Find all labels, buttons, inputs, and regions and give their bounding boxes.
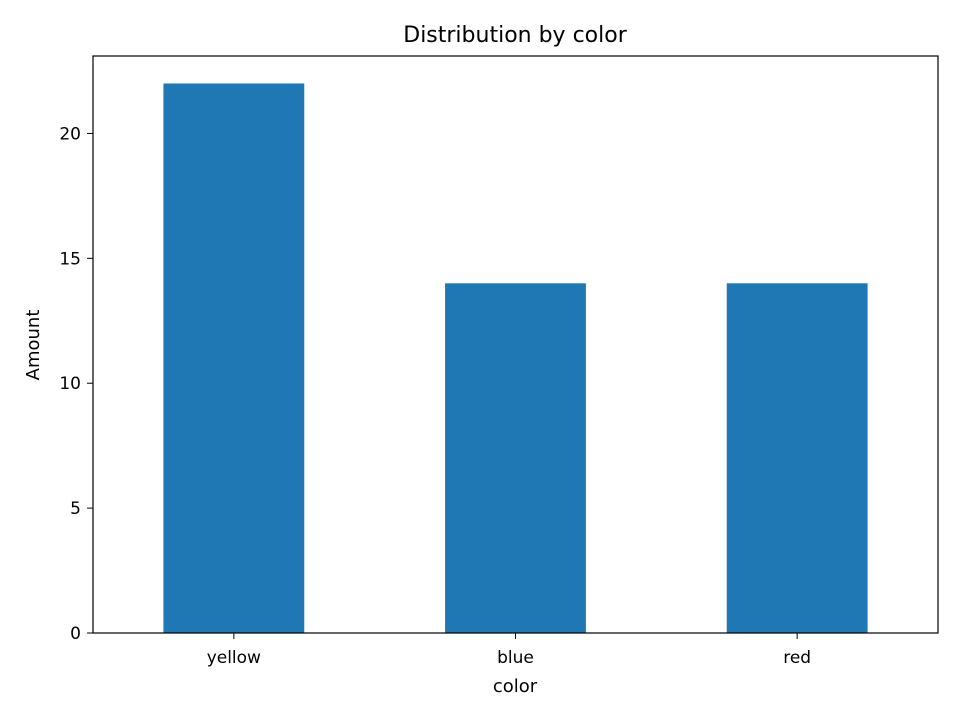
bar-blue [445, 283, 586, 633]
x-tick-label: blue [497, 648, 534, 668]
y-axis-ticks: 0 5 10 15 20 [59, 124, 93, 644]
bar-red [726, 283, 868, 633]
bar-yellow [163, 83, 305, 633]
y-tick-label: 5 [70, 499, 81, 519]
y-tick-label: 20 [59, 124, 81, 144]
chart-title: Distribution by color [403, 23, 627, 48]
bars-group [163, 83, 868, 633]
x-axis-label: color [493, 676, 538, 697]
plot-area-frame [92, 55, 939, 634]
y-tick-label: 0 [70, 624, 81, 644]
x-tick-label: yellow [207, 648, 261, 668]
y-tick-label: 15 [59, 249, 81, 269]
y-axis-label: Amount [23, 310, 44, 381]
x-tick-label: red [783, 648, 811, 668]
y-tick-label: 10 [59, 374, 81, 394]
x-axis-ticks: yellow blue red [207, 633, 811, 668]
